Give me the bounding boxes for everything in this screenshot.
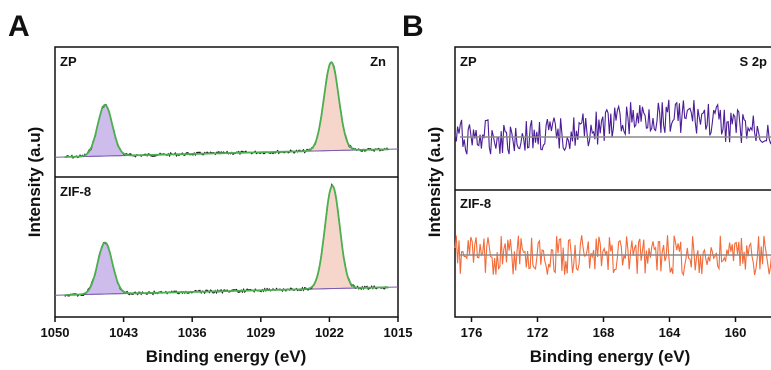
panel-b-bottom-spectrum: [454, 235, 771, 277]
panel-b-x-ticks: 176 172 168 164 160: [461, 317, 747, 340]
panel-b-series: [454, 235, 771, 277]
panel-a-bottom-name: ZIF-8: [60, 184, 91, 199]
panel-b-element-label: S 2p: [740, 54, 768, 69]
panel-a-x-tick-label: 1043: [109, 325, 138, 340]
panel-a-x-tick-label: 1050: [41, 325, 70, 340]
panel-a-peak-fill: [75, 104, 135, 158]
panel-b-bottom-name: ZIF-8: [460, 196, 491, 211]
panel-a-fit-series: [64, 61, 389, 158]
panel-b-ylabel: Intensity (a.u): [425, 127, 444, 238]
panel-a-frame: [54, 46, 399, 318]
panel-b-top-name: ZP: [460, 54, 477, 69]
panel-a-x-tick-label: 1036: [178, 325, 207, 340]
panel-a-x-tick-label: 1015: [384, 325, 413, 340]
panel-b-chart: ZP S 2p ZIF-8 176 172 168 164 160 Binding en…: [425, 46, 771, 366]
panel-a-xlabel: Binding energy (eV): [146, 347, 307, 366]
panel-b-xlabel: Binding energy (eV): [530, 347, 691, 366]
panel-a-top-name: ZP: [60, 54, 77, 69]
panel-a-letter: A: [8, 10, 30, 43]
panel-a-x-ticks: 1050 1043 1036 1029 1022 1015: [41, 317, 413, 340]
panel-a-peak-fill: [302, 185, 362, 290]
panel-a-fit-series: [64, 184, 389, 296]
panel-a-top-spectrum: [54, 61, 399, 159]
panel-a-peak-fill: [301, 61, 361, 152]
panel-b-frame: [454, 46, 771, 318]
panel-a-x-tick-label: 1029: [246, 325, 275, 340]
panel-b-x-tick-label: 164: [659, 325, 681, 340]
panel-a-ylabel: Intensity (a.u): [25, 127, 44, 238]
panel-b-x-tick-label: 176: [461, 325, 483, 340]
panel-a-peak-fill: [75, 242, 135, 296]
panel-b-x-tick-label: 168: [593, 325, 615, 340]
panel-a-bottom-spectrum: [54, 183, 399, 298]
panel-b-letter: B: [402, 10, 424, 43]
panel-b-series: [454, 99, 771, 155]
panel-a-element-label: Zn: [370, 54, 386, 69]
panel-a-x-tick-label: 1022: [315, 325, 344, 340]
panel-b-x-tick-label: 160: [725, 325, 747, 340]
panel-a-chart: ZP Zn ZIF-8 1050 1043 1036 1029 1022 1015 Bin…: [25, 46, 413, 366]
panel-b-x-tick-label: 172: [527, 325, 549, 340]
panel-b-top-spectrum: [454, 99, 771, 155]
